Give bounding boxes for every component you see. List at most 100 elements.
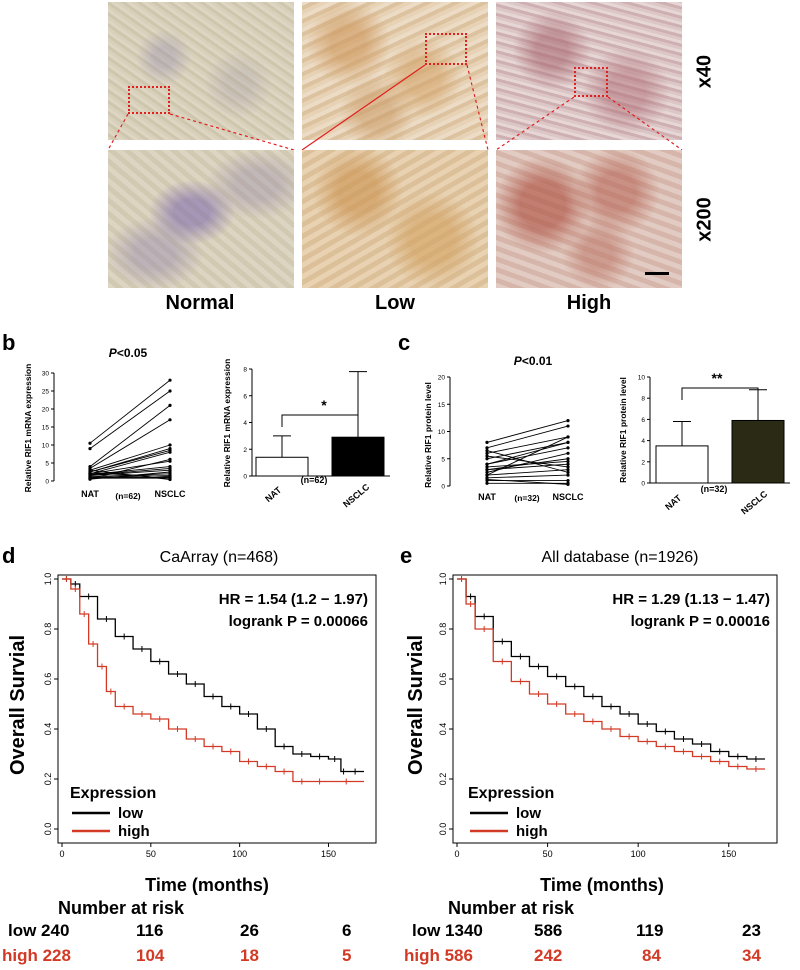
b-signif-bracket	[281, 414, 359, 427]
d-ytick-label-4: 0.8	[43, 623, 53, 636]
b-paired-ytick-label-0: 0	[45, 479, 49, 486]
c-bar-nat	[655, 445, 709, 484]
tissue-label-low: Low	[375, 292, 415, 314]
d-risk-high-3: 5	[342, 946, 352, 965]
e-logrank: logrank P = 0.00016	[631, 613, 770, 630]
d-xlabel: Time (months)	[145, 875, 269, 895]
c-pair-dot-nsclc	[566, 465, 570, 469]
e-ytick-label-5: 1.0	[438, 573, 448, 586]
b-paired-ytick-label-4: 20	[42, 407, 50, 414]
c-paired-lines	[485, 419, 570, 486]
b-pair-dot-nat	[88, 441, 92, 445]
e-ylabel: Overall Survial	[405, 635, 427, 775]
c-paired-ytick-label-3: 15	[438, 402, 446, 409]
c-pair-dot-nat	[485, 448, 489, 453]
tissue-label-normal: Normal	[165, 292, 235, 314]
e-ytick-label-3: 0.6	[438, 673, 448, 686]
b-pair-line	[89, 390, 171, 449]
d-curve-high	[62, 578, 364, 783]
micrograph-low-x200	[302, 150, 488, 288]
c-pair-dot-nsclc	[566, 435, 570, 439]
c-bar-plot: 0 2 4 6 8 10 Relative RIF1 protein level ** N…	[618, 370, 790, 516]
c-pair-dot-nat	[485, 446, 489, 450]
c-pair-dot-nsclc	[566, 457, 570, 461]
panel-letter-b: b	[2, 330, 16, 355]
e-risk-title: Number at risk	[448, 898, 575, 918]
d-ytick-label-5: 1.0	[43, 573, 53, 586]
c-pair-line	[486, 441, 569, 460]
d-ylabel: Overall Survial	[7, 635, 29, 775]
b-bars	[255, 371, 385, 477]
c-pair-dot-nsclc	[566, 478, 570, 483]
c-pair-line	[486, 479, 569, 485]
d-risk-high-0: high 228	[2, 946, 71, 965]
c-paired-n: (n=32)	[514, 493, 539, 503]
c-paired-ytick-label-2: 10	[438, 429, 446, 436]
c-bar-n: (n=32)	[701, 484, 728, 494]
b-bar-ylabel: Relative RIF1 mRNA expression	[222, 359, 232, 488]
e-xtick-label-3: 150	[721, 849, 736, 859]
e-xtick-label-1: 50	[543, 849, 553, 859]
d-risk-high-2: 18	[240, 946, 259, 965]
c-pair-dot-nsclc	[566, 451, 570, 455]
e-legend-title: Expression	[468, 785, 554, 802]
b-paired-xlabel-nsclc: NSCLC	[155, 489, 186, 499]
c-pair-dot-nsclc	[566, 482, 570, 486]
c-paired-xlabel-nsclc: NSCLC	[553, 492, 584, 502]
e-risk-low-2: 119	[636, 921, 664, 940]
b-pair-dot-nat	[88, 477, 92, 481]
e-xtick-label-0: 0	[454, 849, 459, 859]
d-risk-low-2: 26	[240, 921, 259, 940]
micrograph-high-x40	[496, 2, 682, 140]
svg-text:P<0.01: P<0.01	[514, 354, 553, 368]
e-legend-low: low	[516, 805, 541, 822]
zoom-box-low	[425, 33, 467, 65]
d-xtick-label-3: 150	[321, 849, 336, 859]
c-pair-line	[486, 436, 569, 454]
c-pair-dot-nsclc	[566, 468, 570, 472]
b-bar-ytick-label-3: 6	[243, 393, 247, 400]
c-paired-ytick-label-0: 0	[441, 484, 445, 491]
d-xtick-label-0: 0	[59, 849, 64, 859]
c-pvalue-p: P	[514, 354, 523, 368]
c-pair-dot-nat	[485, 462, 489, 466]
scale-bar	[645, 272, 669, 275]
c-paired-ytick-label-1: 5	[441, 456, 445, 463]
magnification-x200: x200	[693, 197, 716, 242]
d-legend-high: high	[118, 823, 150, 840]
d-risk-high-1: 104	[136, 946, 165, 965]
e-xlabel: Time (months)	[540, 875, 664, 895]
b-pair-dot-nsclc	[168, 450, 172, 454]
b-paired-ytick-label-6: 30	[42, 371, 50, 378]
panel-letter-d: d	[2, 543, 16, 568]
panel-d-km-plot: CaArray (n=468) 0.0 0.2 0.4 0.6 0.8 1.0 0 50 100…	[7, 549, 377, 895]
c-pair-dot-nat	[485, 440, 489, 444]
b-bar-xlabel-nsclc: NSCLC	[341, 482, 372, 510]
b-paired-lines	[88, 378, 172, 482]
c-pair-line	[486, 469, 569, 476]
c-pair-dot-nsclc	[566, 473, 570, 477]
tissue-label-high: High	[566, 292, 612, 314]
b-pair-dot-nsclc	[168, 475, 172, 479]
c-pair-dot-nat	[485, 470, 489, 474]
c-bar-ytick-label-2: 4	[641, 438, 645, 445]
e-ytick-label-1: 0.2	[438, 773, 448, 786]
c-pair-dot-nat	[485, 465, 489, 469]
c-pair-dot-nsclc	[566, 419, 570, 423]
panel-e-km-plot: All database (n=1926) 0.0 0.2 0.4 0.6 0.8 1.0…	[405, 549, 778, 895]
e-curve-high	[457, 578, 765, 770]
c-pair-dot-nat	[485, 454, 489, 458]
c-bar-ytick-label-4: 8	[641, 396, 645, 403]
c-pvalue-value: <0.01	[522, 354, 553, 368]
e-axes: 0.0 0.2 0.4 0.6 0.8 1.0 0 50 100 150	[438, 573, 736, 859]
d-logrank: logrank P = 0.00066	[229, 613, 368, 630]
micrograph-normal-x200	[108, 150, 294, 288]
b-pair-line	[89, 469, 171, 477]
panel-letter-c: c	[398, 330, 411, 355]
e-ytick-label-0: 0.0	[438, 823, 448, 836]
d-risk-low-1: 116	[136, 921, 164, 940]
c-bar-ytick-label-3: 6	[641, 417, 645, 424]
d-ytick-label-3: 0.6	[43, 673, 53, 686]
c-pair-dot-nsclc	[566, 446, 570, 450]
